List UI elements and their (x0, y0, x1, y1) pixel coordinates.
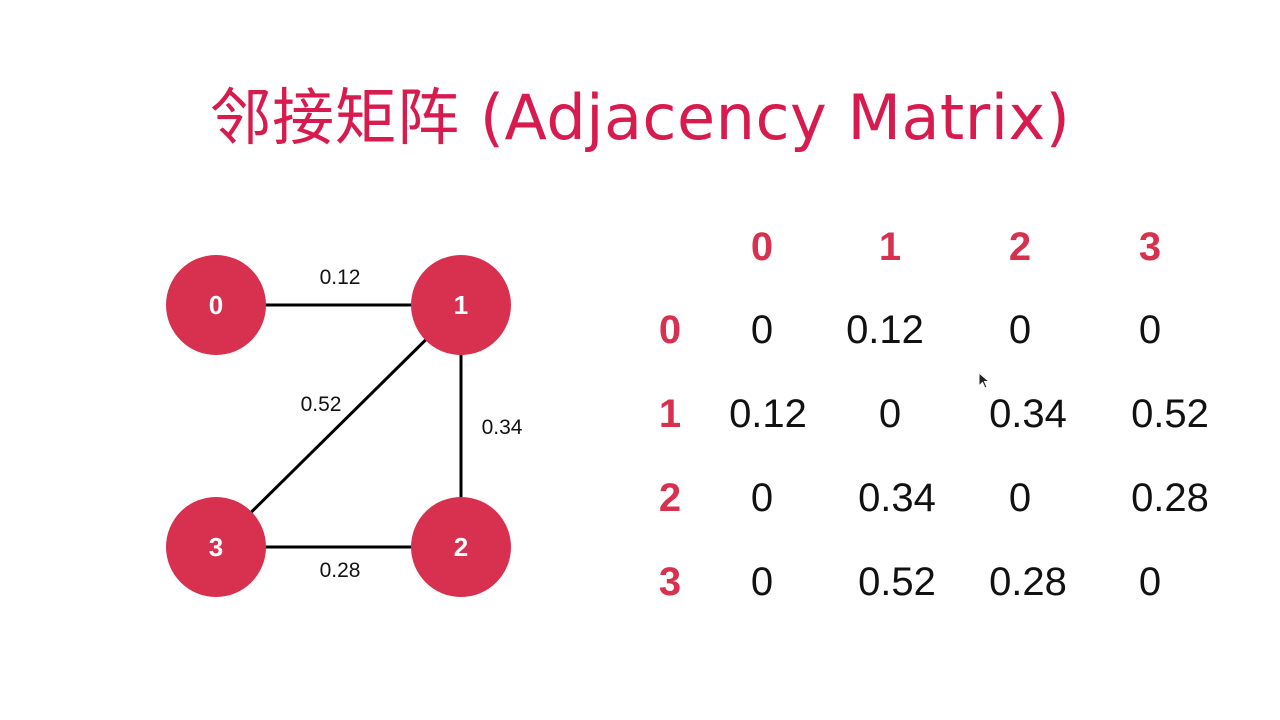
node-circle-1 (411, 255, 511, 355)
edge-1-3 (214, 303, 463, 549)
matrix-cell: 0 (1008, 476, 1032, 520)
matrix-col-header: 3 (1138, 225, 1162, 269)
edge-weight-3-2: 0.28 (320, 559, 361, 582)
edge-weight-1-3: 0.52 (301, 393, 342, 416)
graph-node-3: 3 (166, 497, 266, 597)
matrix-cell: 0 (750, 476, 774, 520)
matrix-cell: 0.12 (846, 308, 924, 352)
edge-weight-0-1: 0.12 (320, 266, 361, 289)
matrix-cell: 0.12 (729, 392, 807, 436)
matrix-row-header: 2 (658, 476, 682, 520)
edges-layer (214, 303, 463, 549)
matrix-cell: 0.28 (989, 560, 1067, 604)
node-label-1: 1 (454, 290, 468, 320)
matrix-cell: 0 (750, 308, 774, 352)
matrix-col-header: 2 (1008, 225, 1032, 269)
edge-labels-layer: 0.12 0.34 0.52 0.28 (301, 266, 523, 582)
matrix-cell: 0 (1138, 560, 1162, 604)
matrix-cell: 0 (1008, 308, 1032, 352)
nodes-layer: 0 1 2 3 (166, 255, 511, 597)
matrix-col-header: 0 (750, 225, 774, 269)
matrix-row-header: 3 (658, 560, 682, 604)
graph-node-2: 2 (411, 497, 511, 597)
matrix-cell: 0.34 (858, 476, 936, 520)
matrix-row-header: 0 (658, 308, 682, 352)
slide-title: 邻接矩阵 (Adjacency Matrix) (209, 81, 1071, 154)
matrix-cell: 0.34 (989, 392, 1067, 436)
matrix-row-header: 1 (658, 392, 682, 436)
node-label-3: 3 (209, 532, 223, 562)
matrix-cell: 0 (878, 392, 902, 436)
node-circle-2 (411, 497, 511, 597)
matrix-col-header: 1 (878, 225, 902, 269)
matrix-cell: 0 (750, 560, 774, 604)
node-label-2: 2 (454, 532, 468, 562)
node-circle-0 (166, 255, 266, 355)
node-circle-3 (166, 497, 266, 597)
matrix-cell: 0.52 (858, 560, 936, 604)
mouse-cursor-icon (978, 372, 991, 389)
matrix-cell: 0.28 (1131, 476, 1209, 520)
graph-node-0: 0 (166, 255, 266, 355)
graph-node-1: 1 (411, 255, 511, 355)
edge-weight-1-2: 0.34 (482, 416, 523, 439)
node-label-0: 0 (209, 290, 223, 320)
matrix-cell: 0.52 (1131, 392, 1209, 436)
matrix-cell: 0 (1138, 308, 1162, 352)
